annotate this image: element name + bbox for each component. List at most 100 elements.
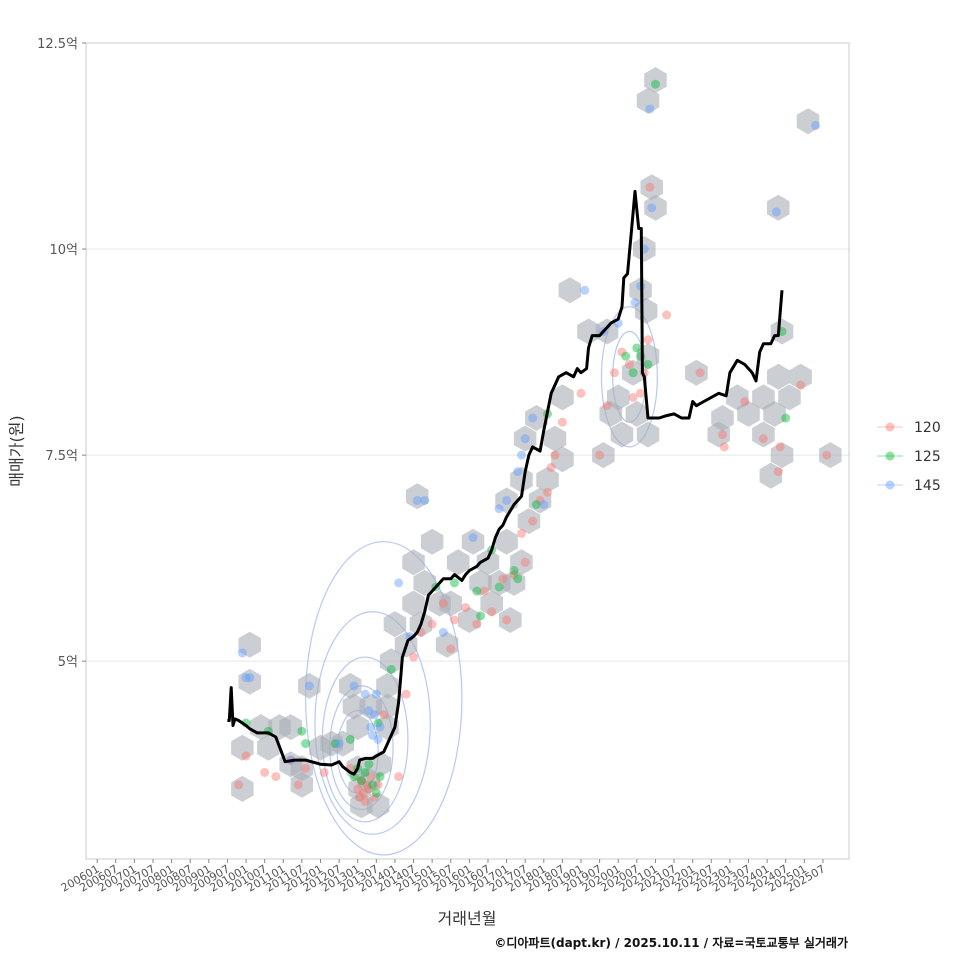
- hexbin-cell: [435, 631, 459, 658]
- data-point-145: [373, 734, 383, 744]
- data-point-120: [662, 310, 672, 320]
- data-point-145: [513, 467, 523, 477]
- hexbin-cell: [346, 714, 369, 741]
- density-contour: [304, 541, 463, 856]
- hexbin-cell: [644, 67, 667, 94]
- data-point-120: [260, 767, 270, 777]
- data-point-125: [297, 726, 307, 736]
- data-point-120: [234, 780, 244, 790]
- data-point-125: [371, 788, 381, 798]
- hexbin-cell: [770, 442, 794, 469]
- hexbin-cell: [279, 714, 302, 741]
- hexbin-cell: [644, 194, 667, 221]
- data-point-125: [330, 739, 340, 749]
- data-point-145: [494, 504, 504, 514]
- legend-label-125: 125: [914, 449, 941, 465]
- data-point-120: [695, 368, 705, 378]
- hexbin-cell: [420, 528, 444, 555]
- data-point-120: [271, 772, 281, 782]
- data-point-120: [516, 528, 526, 538]
- data-point-120: [719, 442, 729, 452]
- data-point-120: [373, 780, 383, 790]
- data-point-120: [449, 615, 459, 625]
- hexbin-cell: [231, 734, 254, 761]
- data-point-145: [516, 450, 526, 460]
- data-point-145: [375, 722, 385, 732]
- data-point-120: [717, 430, 727, 440]
- scatter-points: [234, 79, 832, 806]
- data-point-120: [479, 586, 489, 596]
- data-point-125: [509, 566, 519, 576]
- data-point-125: [632, 343, 642, 353]
- data-point-145: [371, 689, 381, 699]
- data-point-120: [595, 450, 605, 460]
- data-point-120: [379, 710, 389, 720]
- data-point-145: [771, 207, 781, 217]
- data-point-145: [438, 627, 448, 637]
- legend-key-145: [885, 480, 895, 490]
- hexbin-cell: [595, 318, 619, 345]
- data-point-120: [758, 434, 768, 444]
- hexbin-cell: [366, 792, 390, 819]
- data-point-120: [498, 574, 508, 584]
- y-tick-label: 7.5억: [45, 449, 78, 464]
- hexbin-cell: [376, 693, 399, 720]
- hexbin-cell: [238, 668, 261, 695]
- hexbin-cell: [610, 421, 634, 448]
- data-point-120: [293, 780, 303, 790]
- hexbin-cell: [290, 771, 314, 798]
- data-point-125: [386, 664, 396, 674]
- data-point-120: [610, 368, 620, 378]
- data-point-145: [528, 413, 538, 423]
- hexbin-cell: [737, 400, 760, 427]
- data-point-145: [304, 681, 314, 691]
- y-tick-label: 5억: [58, 655, 78, 670]
- data-point-120: [301, 763, 311, 773]
- data-point-120: [773, 467, 783, 477]
- y-axis-title: 매매가(원): [7, 415, 26, 486]
- data-point-120: [362, 780, 372, 790]
- data-point-125: [494, 582, 504, 592]
- data-point-120: [822, 450, 832, 460]
- hexbin-cell: [339, 672, 362, 699]
- data-point-125: [621, 351, 631, 361]
- hexbin-cell: [476, 549, 500, 576]
- hexbin-cell: [796, 108, 820, 135]
- data-point-145: [645, 104, 655, 114]
- legend-label-145: 145: [914, 478, 941, 494]
- data-point-125: [364, 759, 374, 769]
- data-point-125: [375, 772, 385, 782]
- data-point-120: [427, 619, 437, 629]
- data-point-120: [461, 603, 471, 613]
- data-point-125: [301, 739, 311, 749]
- data-point-125: [650, 79, 660, 89]
- data-point-145: [502, 495, 512, 505]
- data-point-120: [358, 788, 368, 798]
- hexbin-cell: [502, 569, 526, 596]
- data-point-120: [241, 751, 251, 761]
- hexbin-cell: [778, 384, 801, 411]
- data-point-120: [366, 772, 376, 782]
- hexbin-cell: [767, 194, 790, 221]
- legend-key-120: [885, 422, 895, 432]
- data-point-120: [409, 652, 419, 662]
- hexbin-cell: [458, 607, 481, 633]
- data-point-125: [368, 780, 378, 790]
- data-point-120: [528, 516, 538, 526]
- hexbin-cell: [446, 549, 470, 576]
- data-point-125: [476, 611, 486, 621]
- data-point-145: [366, 722, 376, 732]
- data-point-120: [628, 392, 638, 402]
- legend: 120 125 145: [877, 420, 941, 494]
- legend-label-120: 120: [914, 420, 941, 436]
- data-point-120: [740, 397, 750, 407]
- hexbin-cell: [331, 730, 355, 757]
- data-point-145: [539, 500, 549, 510]
- hexbin-cell: [510, 466, 533, 493]
- hexbin-cell: [525, 405, 548, 431]
- data-point-125: [472, 586, 482, 596]
- hexbin-cell: [711, 405, 734, 431]
- data-point-120: [487, 607, 497, 617]
- hexbin-cell: [819, 442, 842, 469]
